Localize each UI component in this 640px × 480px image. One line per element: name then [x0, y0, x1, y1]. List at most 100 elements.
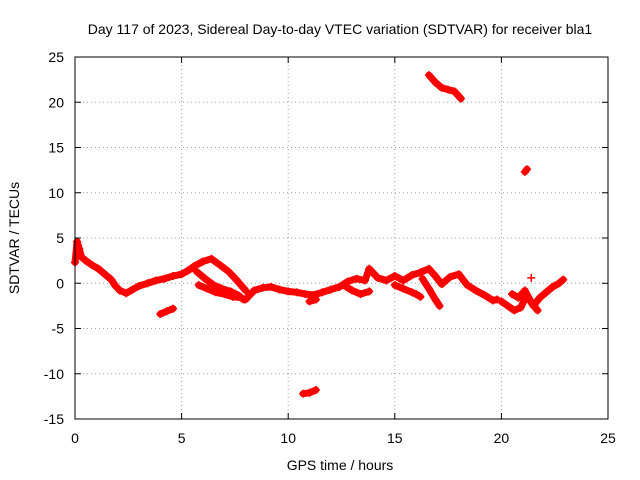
- data-point: [373, 273, 382, 282]
- data-point: [471, 286, 480, 295]
- data-point: [527, 273, 536, 282]
- data-point: [77, 253, 86, 262]
- data-point: [75, 244, 84, 253]
- data-point: [522, 165, 531, 174]
- data-point: [431, 295, 440, 304]
- y-tick-label: 20: [48, 94, 64, 110]
- data-point: [241, 295, 250, 304]
- y-tick-label: -15: [44, 411, 64, 427]
- data-point: [250, 286, 259, 295]
- data-point: [416, 292, 425, 301]
- data-point: [122, 289, 131, 298]
- data-point: [258, 283, 267, 292]
- data-point: [94, 264, 103, 273]
- data-point: [299, 389, 308, 398]
- data-point: [73, 237, 82, 246]
- data-point: [292, 288, 301, 297]
- data-point: [301, 290, 310, 299]
- data-point: [535, 293, 544, 302]
- data-point: [311, 295, 320, 304]
- data-point: [446, 272, 455, 281]
- data-point: [348, 286, 357, 295]
- data-point: [416, 268, 425, 277]
- data-point: [514, 293, 523, 302]
- data-trace: [425, 71, 465, 103]
- data-point: [183, 266, 192, 275]
- data-point: [134, 281, 143, 290]
- data-point: [284, 287, 293, 296]
- y-tick-label: -5: [52, 321, 65, 337]
- data-point: [152, 276, 161, 285]
- data-point: [211, 288, 220, 297]
- data-point: [456, 94, 465, 103]
- data-point: [198, 257, 207, 266]
- data-point: [399, 284, 408, 293]
- data-point: [444, 85, 453, 94]
- data-point: [318, 288, 327, 297]
- data-point: [305, 388, 314, 397]
- data-point: [115, 286, 124, 295]
- data-point: [169, 272, 178, 281]
- data-point: [241, 286, 250, 295]
- data-point: [510, 306, 519, 315]
- data-point: [143, 279, 152, 288]
- data-point: [559, 275, 568, 284]
- y-tick-label: 10: [48, 185, 64, 201]
- data-point: [424, 284, 433, 293]
- y-tick-label: 15: [48, 140, 64, 156]
- data-point: [431, 272, 440, 281]
- data-point: [548, 282, 557, 291]
- data-point: [275, 285, 284, 294]
- data-point: [407, 271, 416, 280]
- y-tick-label: 0: [56, 275, 64, 291]
- data-point: [435, 301, 444, 310]
- data-point: [194, 281, 203, 290]
- x-axis-label: GPS time / hours: [287, 457, 394, 473]
- grid: [75, 57, 608, 419]
- data-point: [520, 286, 529, 295]
- data-point: [437, 83, 446, 92]
- data-point: [203, 284, 212, 293]
- data-point: [463, 281, 472, 290]
- data-point: [424, 71, 433, 80]
- data-point: [431, 78, 440, 87]
- y-tick-label: -10: [44, 366, 64, 382]
- data-point: [207, 254, 216, 263]
- data-point: [177, 270, 186, 279]
- data-point: [365, 264, 374, 273]
- data-point: [88, 261, 97, 270]
- chart-title: Day 117 of 2023, Sidereal Day-to-day VTE…: [88, 21, 593, 37]
- x-tick-label: 0: [71, 430, 79, 446]
- y-tick-label: 5: [56, 230, 64, 246]
- x-tick-label: 25: [600, 430, 616, 446]
- data-point: [100, 270, 109, 279]
- data-point: [424, 264, 433, 273]
- data-point: [111, 281, 120, 290]
- data-point: [554, 279, 563, 288]
- data-point: [192, 267, 201, 276]
- data-point: [220, 290, 229, 299]
- data-point: [224, 267, 233, 276]
- data-point: [437, 280, 446, 289]
- data-point: [480, 291, 489, 300]
- data-point: [390, 272, 399, 281]
- data-point: [542, 288, 551, 297]
- data-point: [215, 261, 224, 270]
- data-point: [156, 310, 165, 319]
- data-point: [533, 306, 542, 315]
- data-point: [356, 290, 365, 299]
- data-point: [107, 275, 116, 284]
- data-point: [488, 296, 497, 305]
- data-point: [162, 307, 171, 316]
- data-point: [201, 274, 210, 283]
- data-point: [311, 386, 320, 395]
- data-point: [527, 298, 536, 307]
- data-point: [407, 288, 416, 297]
- data-point: [382, 276, 391, 285]
- data-point: [516, 303, 525, 312]
- data-trace: [340, 281, 373, 298]
- x-tick-label: 15: [387, 430, 403, 446]
- data-trace: [419, 275, 444, 310]
- y-tick-label: 25: [48, 49, 64, 65]
